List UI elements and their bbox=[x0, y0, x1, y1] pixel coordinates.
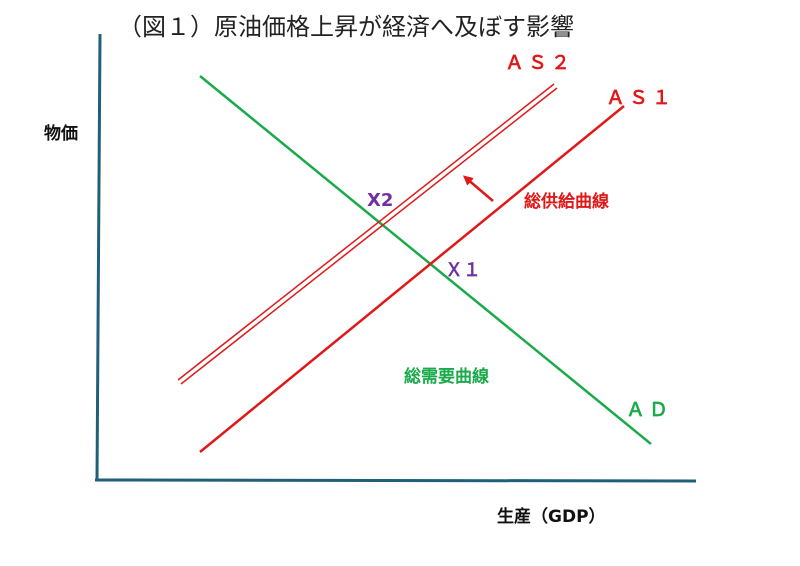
point-x2-label: X2 bbox=[367, 190, 393, 211]
demand-curve-name: 総需要曲線 bbox=[404, 366, 489, 387]
x-axis-label: 生産（GDP） bbox=[497, 506, 606, 527]
y-axis-label: 物価 bbox=[44, 123, 78, 144]
diagram-title: （図１）原油価格上昇が経済へ及ぼす影響 bbox=[118, 13, 574, 41]
ad-curve bbox=[199, 75, 652, 445]
arrow-up-left-icon bbox=[462, 175, 494, 202]
as1-label: ＡＳ１ bbox=[606, 87, 675, 109]
as2-curve bbox=[177, 83, 558, 385]
supply-curve-name: 総供給曲線 bbox=[524, 191, 609, 212]
point-x1-label: Ｘ１ bbox=[445, 260, 481, 281]
x-axis bbox=[94, 478, 697, 483]
as2-label: ＡＳ２ bbox=[505, 52, 574, 74]
as1-curve bbox=[199, 105, 625, 453]
ad-label: ＡＤ bbox=[626, 399, 672, 421]
y-axis bbox=[95, 33, 102, 481]
